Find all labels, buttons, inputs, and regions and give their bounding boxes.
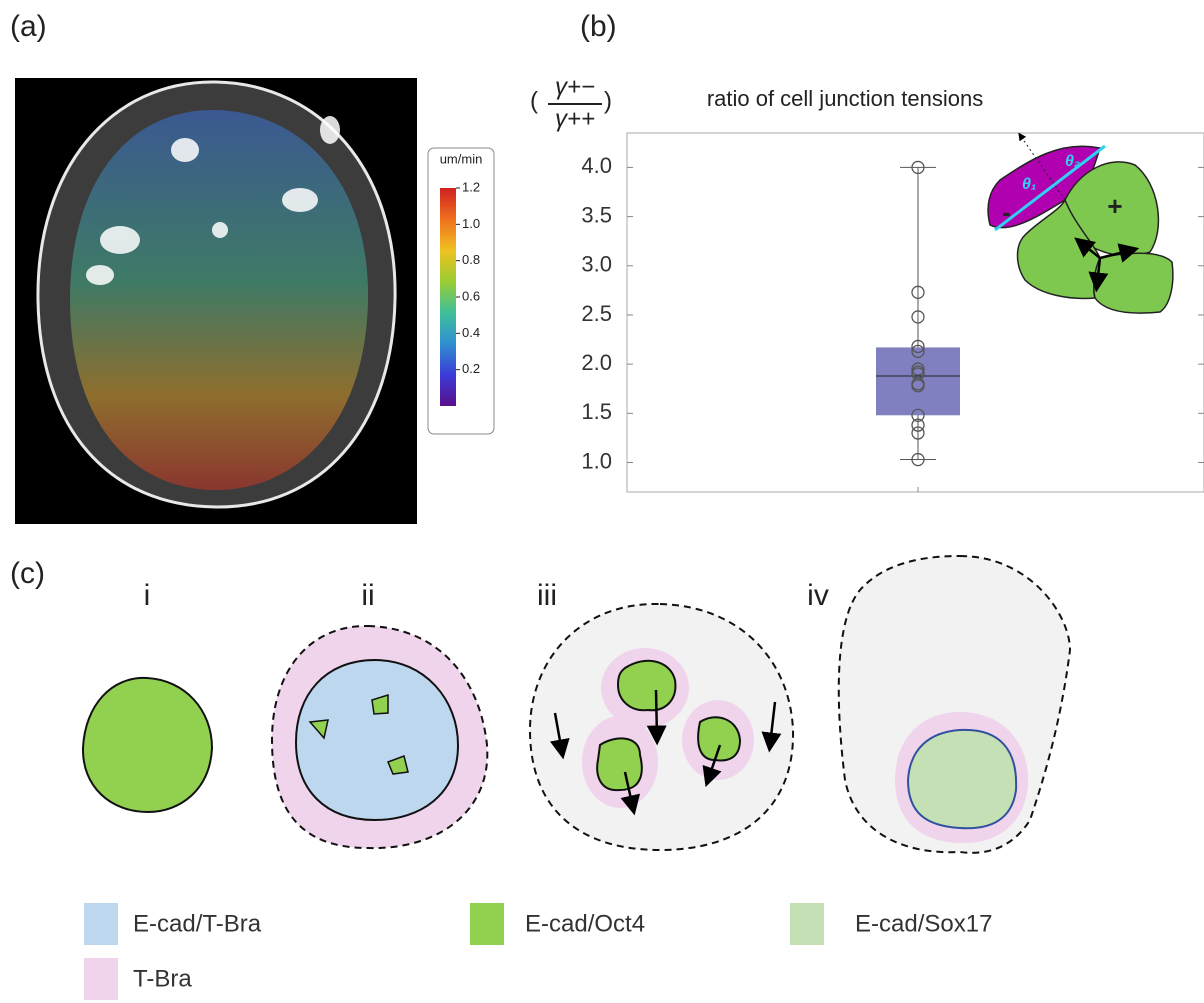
cluster: [698, 717, 740, 760]
chart-title: ratio of cell junction tensions: [707, 86, 983, 111]
colony-i: [83, 678, 212, 812]
y-tick-label: 1.5: [581, 399, 612, 424]
stage-label: ii: [361, 579, 374, 612]
flow-field: [70, 110, 368, 490]
legend-swatch: [470, 903, 504, 945]
colorbar-frame: [428, 148, 494, 434]
colorbar-title: um/min: [440, 151, 483, 166]
y-label-denominator: γ++: [555, 105, 595, 132]
colorbar-tick-label: 1.2: [462, 179, 480, 194]
legend-label: E-cad/Oct4: [525, 910, 645, 937]
stage-label: i: [144, 579, 151, 612]
panel-label: (c): [10, 557, 45, 590]
y-tick-label: 2.5: [581, 301, 612, 326]
inset-diagram: - + θ₁ θ₂: [988, 135, 1173, 313]
y-tick-label: 3.0: [581, 252, 612, 277]
colony-ii-inner: [296, 660, 458, 820]
colorbar-tick-label: 0.8: [462, 252, 480, 267]
colorbar-tick-label: 0.2: [462, 361, 480, 376]
y-label-paren: (: [530, 87, 538, 114]
legend-swatch: [84, 903, 118, 945]
sox17-region: [908, 730, 1016, 828]
legend-label: T-Bra: [133, 965, 192, 992]
legend-swatch: [790, 903, 824, 945]
figure: (a) (b) (c) um/min ratio of cell junctio…: [0, 0, 1204, 1003]
legend-label: E-cad/Sox17: [855, 910, 992, 937]
page: { "panel_labels": {"a": "(a)", "b": "(b)…: [0, 0, 1204, 1003]
y-label-numerator: γ+−: [555, 73, 595, 100]
y-label-paren: ): [604, 87, 612, 114]
legend-label: E-cad/T-Bra: [133, 910, 262, 937]
cluster: [597, 738, 642, 790]
y-tick-label: 1.0: [581, 448, 612, 473]
legend-swatch: [84, 958, 118, 1000]
colorbar-tick-label: 1.0: [462, 216, 480, 231]
colorbar: [440, 188, 456, 406]
inset-label: +: [1107, 191, 1122, 221]
inset-label: -: [1002, 197, 1011, 227]
stage-label: iii: [537, 579, 557, 612]
angle-label: θ₂: [1065, 153, 1080, 170]
y-tick-label: 3.5: [581, 202, 612, 227]
colorbar-tick-label: 0.4: [462, 325, 480, 340]
angle-label: θ₁: [1022, 176, 1037, 193]
y-tick-label: 2.0: [581, 350, 612, 375]
colony-iii: [530, 604, 793, 850]
stage-label: iv: [807, 579, 829, 612]
panel-label: (a): [10, 10, 47, 43]
cell: [1094, 253, 1173, 313]
panel-label: (b): [580, 10, 617, 43]
colorbar-tick-label: 0.6: [462, 288, 480, 303]
y-tick-label: 4.0: [581, 153, 612, 178]
cluster: [618, 661, 675, 710]
